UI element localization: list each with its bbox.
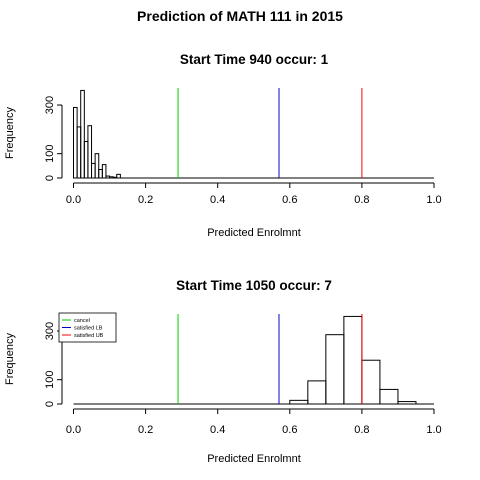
x-tick-label: 0.4 — [210, 424, 225, 436]
legend-label: cancel — [74, 318, 90, 324]
x-tick-label: 0.4 — [210, 194, 225, 206]
histogram-bar — [380, 389, 398, 404]
histogram-bar — [308, 381, 326, 404]
x-axis-label: Predicted Enrolmnt — [207, 453, 301, 465]
x-tick-label: 0.6 — [282, 424, 297, 436]
histogram-bar — [81, 90, 85, 178]
histogram-bar — [84, 142, 88, 178]
histogram-bar — [326, 335, 344, 404]
histogram-bars — [74, 316, 435, 404]
x-tick-label: 0.2 — [138, 194, 153, 206]
threshold-lines — [178, 314, 362, 404]
histogram-bar — [95, 154, 99, 178]
x-tick-label: 1.0 — [426, 424, 441, 436]
histogram-bar — [92, 163, 96, 178]
y-tick-label: 0 — [44, 175, 56, 181]
legend-label: satisfied UB — [74, 333, 104, 339]
panel-title: Start Time 940 occur: 1 — [180, 52, 329, 67]
threshold-lines — [178, 88, 362, 178]
x-tick-label: 0.8 — [354, 194, 369, 206]
histogram-bar — [77, 127, 81, 178]
histogram-bars — [74, 90, 435, 178]
x-tick-label: 0.6 — [282, 194, 297, 206]
x-tick-label: 0.0 — [66, 424, 81, 436]
y-tick-label: 100 — [44, 370, 56, 388]
x-tick-label: 0.8 — [354, 424, 369, 436]
histogram-bar — [344, 316, 362, 404]
histogram-bar — [362, 360, 380, 404]
panel-start-time-1050: Start Time 1050 occur: 7 0.0 0.2 0.4 0.6 0.8… — [4, 278, 442, 465]
y-tick-label: 100 — [44, 144, 56, 162]
histogram-bar — [74, 107, 78, 178]
y-axis-label: Frequency — [4, 333, 16, 385]
panel-title: Start Time 1050 occur: 7 — [176, 278, 332, 293]
y-tick-label: 300 — [44, 322, 56, 340]
legend-label: satisfied LB — [74, 326, 103, 332]
x-tick-label: 1.0 — [426, 194, 441, 206]
y-tick-label: 0 — [44, 401, 56, 407]
panel-start-time-940: Start Time 940 occur: 1 0.0 0.2 0.4 0.6 0.8 1… — [4, 52, 442, 239]
x-tick-label: 0.0 — [66, 194, 81, 206]
figure-title: Prediction of MATH 111 in 2015 — [137, 8, 343, 24]
histogram-bar — [99, 169, 103, 178]
x-axis-label: Predicted Enrolmnt — [207, 227, 301, 239]
histogram-bar — [290, 400, 308, 404]
y-axis: 0 100 300 — [44, 96, 62, 181]
histogram-bar — [88, 126, 92, 178]
histogram-bar — [117, 174, 121, 178]
x-axis: 0.0 0.2 0.4 0.6 0.8 1.0 — [66, 409, 442, 436]
histogram-bar — [102, 165, 106, 178]
x-tick-label: 0.2 — [138, 424, 153, 436]
x-axis: 0.0 0.2 0.4 0.6 0.8 1.0 — [66, 183, 442, 206]
y-tick-label: 300 — [44, 96, 56, 114]
y-axis-label: Frequency — [4, 107, 16, 159]
